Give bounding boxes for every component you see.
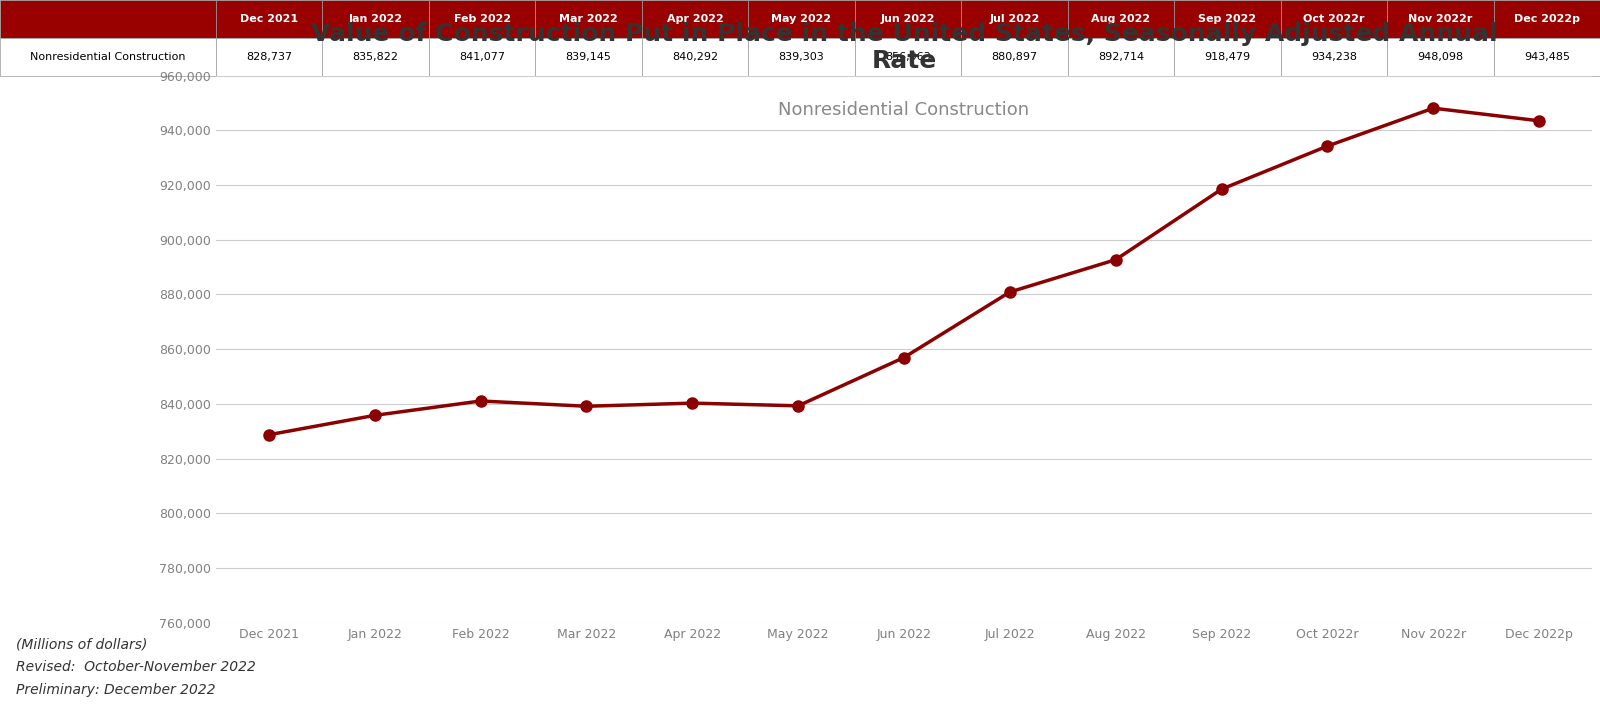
Text: 839,303: 839,303 <box>779 52 824 62</box>
FancyBboxPatch shape <box>962 0 1067 37</box>
FancyBboxPatch shape <box>1280 37 1387 76</box>
Text: Oct 2022r: Oct 2022r <box>1302 14 1365 24</box>
Text: Revised:  October-November 2022: Revised: October-November 2022 <box>16 660 256 674</box>
Text: 828,737: 828,737 <box>246 52 293 62</box>
FancyBboxPatch shape <box>323 37 429 76</box>
FancyBboxPatch shape <box>536 0 642 37</box>
FancyBboxPatch shape <box>1493 37 1600 76</box>
Text: Jun 2022: Jun 2022 <box>880 14 936 24</box>
FancyBboxPatch shape <box>536 37 642 76</box>
Text: Aug 2022: Aug 2022 <box>1091 14 1150 24</box>
FancyBboxPatch shape <box>323 0 429 37</box>
Text: Dec 2022p: Dec 2022p <box>1514 14 1579 24</box>
Text: Nonresidential Construction: Nonresidential Construction <box>30 52 186 62</box>
FancyBboxPatch shape <box>642 37 749 76</box>
Text: Sep 2022: Sep 2022 <box>1198 14 1256 24</box>
FancyBboxPatch shape <box>1174 37 1280 76</box>
Text: Mar 2022: Mar 2022 <box>560 14 618 24</box>
Text: Apr 2022: Apr 2022 <box>667 14 723 24</box>
Text: May 2022: May 2022 <box>771 14 832 24</box>
FancyBboxPatch shape <box>1067 0 1174 37</box>
Text: 934,238: 934,238 <box>1310 52 1357 62</box>
FancyBboxPatch shape <box>749 37 854 76</box>
Text: Value of Construction Put in Place in the United States, Seasonally Adjusted Ann: Value of Construction Put in Place in th… <box>310 22 1498 73</box>
FancyBboxPatch shape <box>642 0 749 37</box>
Text: 835,822: 835,822 <box>352 52 398 62</box>
FancyBboxPatch shape <box>1174 0 1280 37</box>
Text: 892,714: 892,714 <box>1098 52 1144 62</box>
Text: 839,145: 839,145 <box>566 52 611 62</box>
Text: Nonresidential Construction: Nonresidential Construction <box>779 101 1029 119</box>
Text: 840,292: 840,292 <box>672 52 718 62</box>
FancyBboxPatch shape <box>216 37 323 76</box>
Text: (Millions of dollars): (Millions of dollars) <box>16 637 147 651</box>
FancyBboxPatch shape <box>1067 37 1174 76</box>
FancyBboxPatch shape <box>216 0 323 37</box>
FancyBboxPatch shape <box>854 0 962 37</box>
Text: Dec 2021: Dec 2021 <box>240 14 298 24</box>
Text: 856,963: 856,963 <box>885 52 931 62</box>
Text: Jan 2022: Jan 2022 <box>349 14 403 24</box>
FancyBboxPatch shape <box>1280 0 1387 37</box>
FancyBboxPatch shape <box>429 0 536 37</box>
FancyBboxPatch shape <box>962 37 1067 76</box>
FancyBboxPatch shape <box>1493 0 1600 37</box>
Text: 880,897: 880,897 <box>992 52 1037 62</box>
Text: 943,485: 943,485 <box>1523 52 1570 62</box>
Text: Preliminary: December 2022: Preliminary: December 2022 <box>16 683 216 697</box>
FancyBboxPatch shape <box>1387 37 1493 76</box>
FancyBboxPatch shape <box>749 0 854 37</box>
Text: 841,077: 841,077 <box>459 52 506 62</box>
FancyBboxPatch shape <box>854 37 962 76</box>
FancyBboxPatch shape <box>0 0 216 37</box>
Text: Jul 2022: Jul 2022 <box>989 14 1040 24</box>
Text: Feb 2022: Feb 2022 <box>453 14 510 24</box>
FancyBboxPatch shape <box>1387 0 1493 37</box>
FancyBboxPatch shape <box>429 37 536 76</box>
Text: 918,479: 918,479 <box>1205 52 1251 62</box>
Text: 948,098: 948,098 <box>1418 52 1464 62</box>
FancyBboxPatch shape <box>0 37 216 76</box>
Text: Nov 2022r: Nov 2022r <box>1408 14 1472 24</box>
